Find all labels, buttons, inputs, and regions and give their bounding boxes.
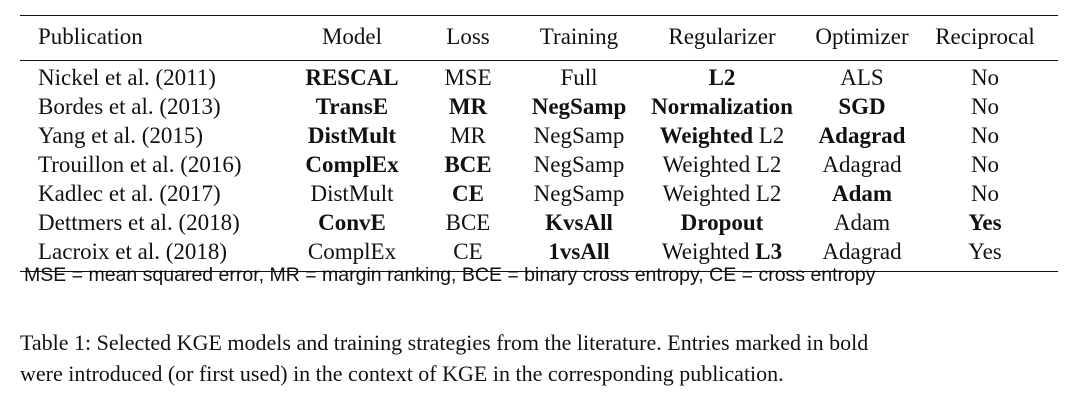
cell-model: ConvE [318,210,386,235]
cell-training: KvsAll [545,210,613,235]
cell-publication: Nickel et al. (2011) [38,65,216,90]
cell-optimizer: SGD [838,94,886,119]
cell-loss: CE [453,239,483,264]
table-row: Bordes et al. (2013) TransE MR NegSamp Norma… [20,92,1058,121]
table-footnote: MSE = mean squared error, MR = margin ra… [24,264,876,286]
cell-optimizer: Adagrad [822,239,902,264]
cell-loss: BCE [444,152,492,177]
regularizer-part: Weighted [659,123,753,148]
cell-regularizer: Weighted L2 [636,150,808,179]
cell-loss: BCE [445,210,491,235]
table-row: Trouillon et al. (2016) ComplEx BCE NegSamp… [20,150,1058,179]
table-row: Nickel et al. (2011) RESCAL MSE Full L2 ALS No [20,63,1058,92]
caption-line-2: were introduced (or first used) in the c… [20,361,784,386]
caption-line-1: Table 1: Selected KGE models and trainin… [20,330,869,355]
cell-model: DistMult [307,123,397,148]
regularizer-part: Normalization [651,94,793,119]
cell-training: NegSamp [533,123,625,148]
table-row: Yang et al. (2015) DistMult MR NegSamp Weigh… [20,121,1058,150]
cell-reciprocal: No [970,123,1000,148]
cell-optimizer: ALS [840,65,884,90]
cell-regularizer: Weighted L3 [636,237,808,266]
table-header-rule [20,60,1058,61]
cell-reciprocal: Yes [968,239,1002,264]
table-row: Lacroix et al. (2018) ComplEx CE 1vsAll Weig… [20,237,1058,266]
cell-optimizer: Adam [833,210,891,235]
regularizer-part: Weighted L2 [662,181,782,206]
cell-model: ComplEx [307,239,397,264]
cell-loss: CE [452,181,484,206]
cell-reciprocal: No [970,181,1000,206]
cell-training: NegSamp [533,181,625,206]
cell-training: NegSamp [531,94,627,119]
table-bottom-rule [20,271,1058,272]
cell-publication: Trouillon et al. (2016) [38,152,242,177]
regularizer-part: Weighted L2 [662,152,782,177]
regularizer-part: L2 [708,65,736,90]
cell-optimizer: Adagrad [818,123,906,148]
cell-optimizer: Adagrad [822,152,902,177]
cell-training: NegSamp [533,152,625,177]
cell-reciprocal: No [970,65,1000,90]
cell-publication: Kadlec et al. (2017) [38,181,221,206]
cell-model: DistMult [310,181,394,206]
cell-publication: Lacroix et al. (2018) [38,239,228,264]
cell-reciprocal: Yes [968,210,1002,235]
cell-publication: Dettmers et al. (2018) [38,210,240,235]
cell-loss: MSE [444,65,492,90]
cell-model: TransE [315,94,389,119]
cell-regularizer: L2 [636,63,808,92]
table-row: Dettmers et al. (2018) ConvE BCE KvsAll Drop… [20,208,1058,237]
table-header-row: Publication Model Loss Training Regulari… [20,22,1058,51]
cell-regularizer: Weighted L2 [636,179,808,208]
cell-training: Full [560,65,598,90]
regularizer-part: Weighted [661,239,750,264]
cell-model: ComplEx [305,152,399,177]
table-top-rule [20,15,1058,16]
cell-loss: MR [448,94,488,119]
cell-publication: Bordes et al. (2013) [38,94,221,119]
cell-reciprocal: No [970,94,1000,119]
header-optimizer: Optimizer [815,24,909,49]
header-training: Training [539,24,619,49]
cell-model: RESCAL [305,65,399,90]
cell-regularizer: Weighted L2 [636,121,808,150]
header-publication: Publication [38,24,143,49]
header-model: Model [321,24,383,49]
cell-training: 1vsAll [548,239,610,264]
cell-loss: MR [450,123,486,148]
cell-reciprocal: No [970,152,1000,177]
regularizer-part: L3 [755,239,783,264]
table-row: Kadlec et al. (2017) DistMult CE NegSamp Wei… [20,179,1058,208]
header-reciprocal: Reciprocal [935,24,1035,49]
cell-optimizer: Adam [831,181,893,206]
header-regularizer: Regularizer [668,24,776,49]
header-loss: Loss [446,24,490,49]
cell-publication: Yang et al. (2015) [38,123,204,148]
regularizer-part: Dropout [680,210,764,235]
cell-regularizer: Dropout [636,208,808,237]
table-caption: Table 1: Selected KGE models and trainin… [20,327,1064,389]
regularizer-part: L2 [758,123,785,148]
cell-regularizer: Normalization [636,92,808,121]
